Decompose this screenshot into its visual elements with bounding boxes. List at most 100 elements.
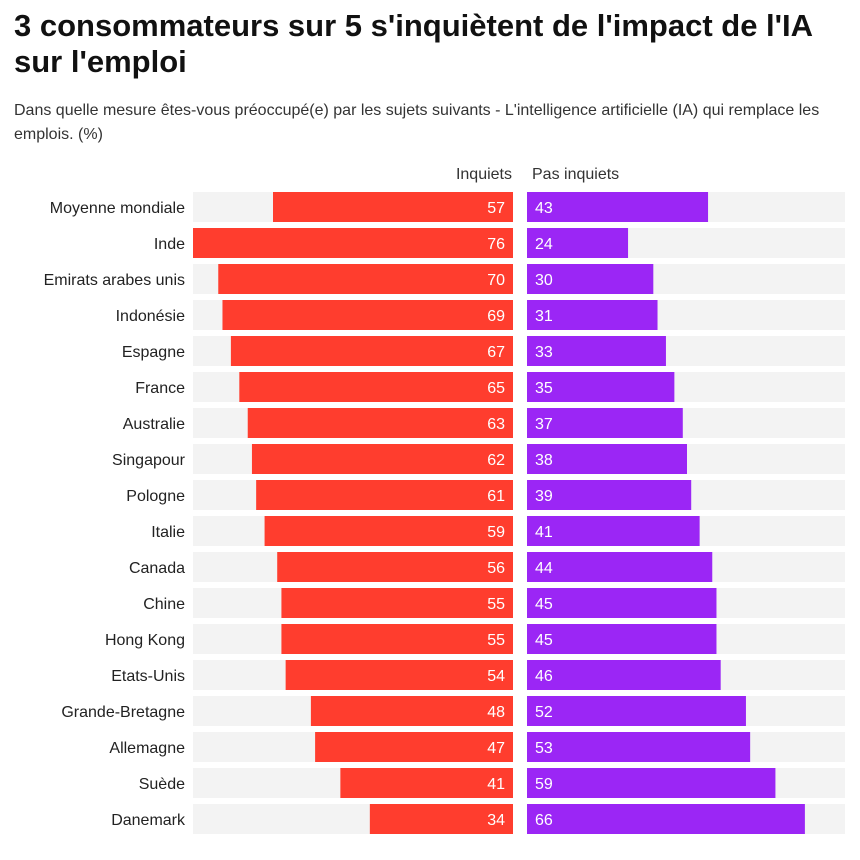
bar-pas-inquiets	[527, 192, 709, 222]
bar-inquiets	[230, 336, 514, 366]
chart-row: Pologne 61 39	[126, 480, 845, 510]
chart-row: Canada 56 44	[129, 552, 845, 582]
value-label-pas-inquiets: 24	[535, 236, 553, 253]
value-label-inquiets: 47	[487, 740, 505, 757]
value-label-inquiets: 62	[487, 452, 505, 469]
bar-pas-inquiets	[527, 624, 717, 654]
value-label-inquiets: 41	[487, 776, 505, 793]
value-label-pas-inquiets: 30	[535, 272, 553, 289]
category-label: Moyenne mondiale	[50, 200, 185, 217]
bar-inquiets	[264, 516, 513, 546]
category-label: Indonésie	[116, 308, 185, 325]
value-label-pas-inquiets: 31	[535, 308, 553, 325]
bar-inquiets	[340, 768, 513, 798]
chart-row: Espagne 67 33	[122, 336, 845, 366]
bar-inquiets	[277, 552, 513, 582]
bar-pas-inquiets	[527, 804, 805, 834]
bar-inquiets	[193, 228, 513, 258]
bar-inquiets	[239, 372, 513, 402]
chart-row: Grande-Bretagne 48 52	[61, 696, 845, 726]
bar-pas-inquiets	[527, 372, 675, 402]
value-label-pas-inquiets: 41	[535, 524, 553, 541]
value-label-inquiets: 61	[487, 488, 505, 505]
category-label: Espagne	[122, 344, 185, 361]
category-label: Canada	[129, 560, 185, 577]
bar-inquiets	[281, 588, 513, 618]
value-label-inquiets: 48	[487, 704, 505, 721]
value-label-pas-inquiets: 39	[535, 488, 553, 505]
bar-inquiets	[218, 264, 513, 294]
chart-row: Australie 63 37	[123, 408, 845, 438]
chart-row: Moyenne mondiale 57 43	[50, 192, 845, 222]
bar-pas-inquiets	[527, 480, 692, 510]
bar-inquiets	[247, 408, 513, 438]
category-label: Grande-Bretagne	[61, 704, 185, 721]
category-label: Danemark	[111, 812, 186, 829]
chart-row: France 65 35	[135, 372, 845, 402]
bar-inquiets	[285, 660, 513, 690]
value-label-pas-inquiets: 45	[535, 632, 553, 649]
column-header-inquiets: Inquiets	[456, 166, 512, 183]
category-label: Chine	[143, 596, 185, 613]
value-label-inquiets: 57	[487, 200, 505, 217]
value-label-inquiets: 70	[487, 272, 505, 289]
value-label-inquiets: 56	[487, 560, 505, 577]
bar-pas-inquiets	[527, 696, 746, 726]
value-label-inquiets: 67	[487, 344, 505, 361]
value-label-pas-inquiets: 66	[535, 812, 553, 829]
category-label: Pologne	[126, 488, 185, 505]
chart-row: Emirats arabes unis 70 30	[44, 264, 845, 294]
value-label-inquiets: 34	[487, 812, 505, 829]
value-label-inquiets: 63	[487, 416, 505, 433]
category-label: Allemagne	[109, 740, 185, 757]
bar-inquiets	[256, 480, 513, 510]
category-label: France	[135, 380, 185, 397]
value-label-inquiets: 55	[487, 632, 505, 649]
chart-subtitle: Dans quelle mesure êtes-vous préoccupé(e…	[14, 102, 820, 143]
bar-pas-inquiets	[527, 408, 683, 438]
category-label: Hong Kong	[105, 632, 185, 649]
chart-row: Singapour 62 38	[112, 444, 845, 474]
column-header-pas-inquiets: Pas inquiets	[532, 166, 619, 183]
bar-pas-inquiets	[527, 588, 717, 618]
chart-rows: Moyenne mondiale 57 43 Inde 76 24 Emirats arab…	[44, 192, 845, 834]
chart-row: Allemagne 47 53	[109, 732, 845, 762]
value-label-inquiets: 69	[487, 308, 505, 325]
bar-pas-inquiets	[527, 732, 751, 762]
chart-row: Suède 41 59	[139, 768, 845, 798]
category-label: Etats-Unis	[111, 668, 185, 685]
bar-inquiets	[281, 624, 513, 654]
value-label-pas-inquiets: 33	[535, 344, 553, 361]
bar-pas-inquiets	[527, 660, 721, 690]
category-label: Emirats arabes unis	[44, 272, 185, 289]
category-label: Australie	[123, 416, 185, 433]
bar-pas-inquiets	[527, 768, 776, 798]
bar-pas-inquiets	[527, 264, 654, 294]
bar-inquiets	[273, 192, 513, 222]
bar-inquiets	[315, 732, 513, 762]
bar-pas-inquiets	[527, 552, 713, 582]
bar-inquiets	[251, 444, 513, 474]
chart-row: Chine 55 45	[143, 588, 845, 618]
value-label-pas-inquiets: 53	[535, 740, 553, 757]
chart-row: Indonésie 69 31	[116, 300, 845, 330]
bar-inquiets	[310, 696, 513, 726]
category-label: Italie	[151, 524, 185, 541]
chart-row: Italie 59 41	[151, 516, 845, 546]
value-label-inquiets: 54	[487, 668, 505, 685]
value-label-inquiets: 76	[487, 236, 505, 253]
chart-row: Danemark 34 66	[111, 804, 845, 834]
category-label: Singapour	[112, 452, 186, 469]
value-label-pas-inquiets: 52	[535, 704, 553, 721]
bar-pas-inquiets	[527, 516, 700, 546]
bar-inquiets	[222, 300, 513, 330]
bar-pas-inquiets	[527, 300, 658, 330]
category-label: Suède	[139, 776, 185, 793]
bar-inquiets	[369, 804, 513, 834]
chart-row: Inde 76 24	[154, 228, 845, 258]
bar-pas-inquiets	[527, 228, 629, 258]
chart-row: Hong Kong 55 45	[105, 624, 845, 654]
value-label-inquiets: 65	[487, 380, 505, 397]
value-label-inquiets: 55	[487, 596, 505, 613]
